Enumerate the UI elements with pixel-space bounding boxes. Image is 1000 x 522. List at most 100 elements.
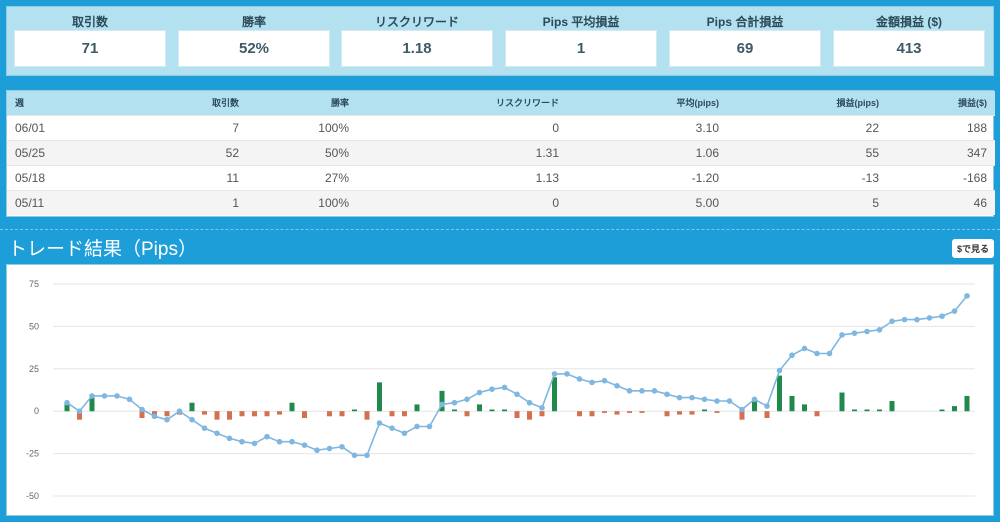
- bar: [789, 395, 795, 412]
- line-point: [726, 398, 733, 404]
- table-row: 06/01 7 100% 0 3.10 22 188: [7, 114, 995, 140]
- bar: [577, 411, 582, 417]
- table-row: 05/25 52 50% 1.31 1.06 55 347: [7, 139, 995, 165]
- line-point: [164, 416, 170, 423]
- cell-pl-dollar: 188: [887, 114, 995, 140]
- line-point: [851, 330, 858, 336]
- cell-pl-pips: -13: [727, 164, 887, 190]
- line-point: [201, 425, 208, 431]
- stat-value: 413: [833, 30, 985, 67]
- line-point: [189, 416, 195, 423]
- line-point: [139, 406, 145, 413]
- stat-avg-pips: Pips 平均損益 1: [505, 7, 657, 77]
- line-point: [751, 396, 758, 403]
- bar: [814, 411, 820, 417]
- line-point: [64, 399, 70, 406]
- bar: [264, 411, 270, 417]
- line-point: [939, 313, 945, 320]
- cell-avg-pips: -1.20: [567, 164, 727, 190]
- line-point: [176, 408, 183, 414]
- line-point: [789, 352, 795, 359]
- bar: [939, 409, 945, 412]
- cell-week: 05/25: [7, 139, 117, 165]
- line-point: [676, 394, 683, 401]
- cell-pl-dollar: -168: [887, 164, 995, 190]
- col-risk-reward: リスクリワード: [357, 91, 567, 115]
- line-point: [664, 391, 670, 398]
- stat-label: 取引数: [71, 15, 108, 29]
- bar: [202, 411, 207, 415]
- line-point: [89, 393, 95, 399]
- chart-title: トレード結果（Pips）: [8, 239, 197, 260]
- weekly-table-panel: 週 取引数 勝率 リスクリワード 平均(pips) 損益(pips) 損益($)…: [6, 90, 995, 217]
- bar: [389, 411, 395, 417]
- bar: [364, 411, 370, 420]
- bar: [714, 411, 720, 413]
- cell-avg-pips: 1.06: [567, 139, 727, 165]
- stat-label: 勝率: [241, 15, 266, 29]
- col-trades: 取引数: [117, 91, 247, 115]
- line-point: [864, 328, 870, 335]
- stat-value: 69: [669, 30, 821, 67]
- table-row: 05/11 1 100% 0 5.00 5 46: [7, 189, 995, 215]
- line-point: [739, 406, 745, 413]
- line-point: [114, 393, 120, 399]
- view-in-dollars-button[interactable]: $で見る: [952, 239, 994, 258]
- stat-total-amount: 金額損益 ($) 413: [833, 7, 985, 77]
- cell-trades: 52: [117, 139, 247, 165]
- line-point: [289, 438, 295, 445]
- y-tick-label: 50: [29, 321, 39, 331]
- bar: [339, 411, 345, 417]
- bar: [514, 411, 520, 418]
- table-header-row: 週 取引数 勝率 リスクリワード 平均(pips) 損益(pips) 損益($): [7, 91, 995, 115]
- bar: [502, 409, 507, 412]
- y-tick-label: 0: [34, 406, 39, 416]
- bar: [489, 409, 495, 412]
- line-point: [239, 438, 245, 445]
- trade-results-chart: 75 50 25 0 -25 -50: [6, 264, 994, 516]
- cell-risk-reward: 0: [357, 189, 567, 215]
- bar: [602, 411, 607, 413]
- cell-week: 06/01: [7, 114, 117, 140]
- cell-risk-reward: 0: [357, 114, 567, 140]
- cell-week: 05/18: [7, 164, 117, 190]
- stat-risk-reward: リスクリワード 1.18: [341, 7, 493, 77]
- bar: [77, 411, 82, 420]
- bar: [952, 406, 957, 412]
- line-point: [451, 399, 458, 406]
- line-point: [714, 398, 720, 404]
- section-divider: [0, 229, 1000, 230]
- bar: [302, 411, 307, 418]
- line-point: [689, 394, 695, 401]
- line-point: [589, 379, 595, 386]
- stat-value: 52%: [178, 30, 330, 67]
- bar: [464, 411, 470, 417]
- line-point: [439, 401, 445, 408]
- line-point: [251, 440, 258, 447]
- line-point: [839, 332, 845, 338]
- line-point: [476, 389, 483, 396]
- bar: [189, 402, 195, 412]
- bar: [89, 395, 95, 412]
- line-point: [226, 435, 233, 442]
- line-point: [326, 445, 333, 452]
- cell-pl-pips: 55: [727, 139, 887, 165]
- line-point: [276, 438, 283, 445]
- line-point: [401, 430, 408, 437]
- cell-win-rate: 27%: [247, 164, 357, 190]
- line-point: [364, 452, 370, 459]
- bar: [739, 411, 745, 420]
- bar: [539, 411, 545, 417]
- bar: [452, 409, 457, 412]
- line-point: [314, 447, 320, 454]
- weekly-table: 週 取引数 勝率 リスクリワード 平均(pips) 損益(pips) 損益($)…: [7, 91, 995, 215]
- cell-trades: 11: [117, 164, 247, 190]
- line-point: [76, 408, 83, 414]
- cell-risk-reward: 1.31: [357, 139, 567, 165]
- line-point: [264, 433, 270, 440]
- y-tick-label: -50: [26, 491, 39, 501]
- bar: [552, 377, 557, 412]
- line-point: [301, 442, 308, 448]
- stat-label: Pips 平均損益: [542, 15, 620, 29]
- bar: [839, 392, 845, 412]
